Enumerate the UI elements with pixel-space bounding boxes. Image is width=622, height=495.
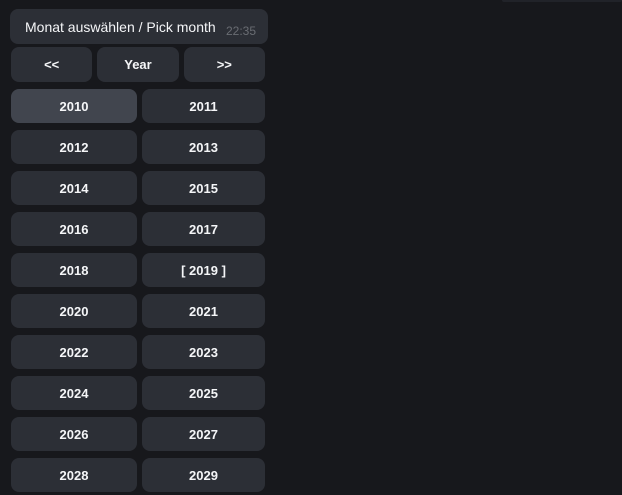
year-button-2015[interactable]: 2015 (142, 171, 265, 205)
year-button-2020[interactable]: 2020 (11, 294, 137, 328)
year-button-2026[interactable]: 2026 (11, 417, 137, 451)
year-grid: 2010 2011 2012 2013 2014 2015 2016 2017 2018[ 20… (11, 89, 265, 492)
year-button-2010[interactable]: 2010 (11, 89, 137, 123)
year-button-2029[interactable]: 2029 (142, 458, 265, 492)
year-button-2012[interactable]: 2012 (11, 130, 137, 164)
year-button-2019[interactable]: [ 2019 ] (142, 253, 265, 287)
year-button-2016[interactable]: 2016 (11, 212, 137, 246)
previous-message-edge (502, 0, 622, 2)
year-button-2014[interactable]: 2014 (11, 171, 137, 205)
year-button-2022[interactable]: 2022 (11, 335, 137, 369)
next-years-button[interactable]: >> (183, 47, 265, 82)
year-button-2025[interactable]: 2025 (142, 376, 265, 410)
prev-years-button[interactable]: << (11, 47, 93, 82)
year-button-2017[interactable]: 2017 (142, 212, 265, 246)
year-button-2021[interactable]: 2021 (142, 294, 265, 328)
year-button-2024[interactable]: 2024 (11, 376, 137, 410)
message-timestamp: 22:35 (225, 23, 256, 38)
year-button-2028[interactable]: 2028 (11, 458, 137, 492)
year-button-2023[interactable]: 2023 (142, 335, 265, 369)
year-button-2018[interactable]: 2018 (11, 253, 137, 287)
message-text: Monat auswählen / Pick month (25, 18, 216, 35)
message-bubble: Monat auswählen / Pick month 22:35 (10, 9, 268, 44)
year-button-2013[interactable]: 2013 (142, 130, 265, 164)
year-button-2011[interactable]: 2011 (142, 89, 265, 123)
keyboard-nav-row: << Year >> (11, 47, 265, 82)
year-button-2027[interactable]: 2027 (142, 417, 265, 451)
year-mode-button[interactable]: Year (97, 47, 179, 82)
